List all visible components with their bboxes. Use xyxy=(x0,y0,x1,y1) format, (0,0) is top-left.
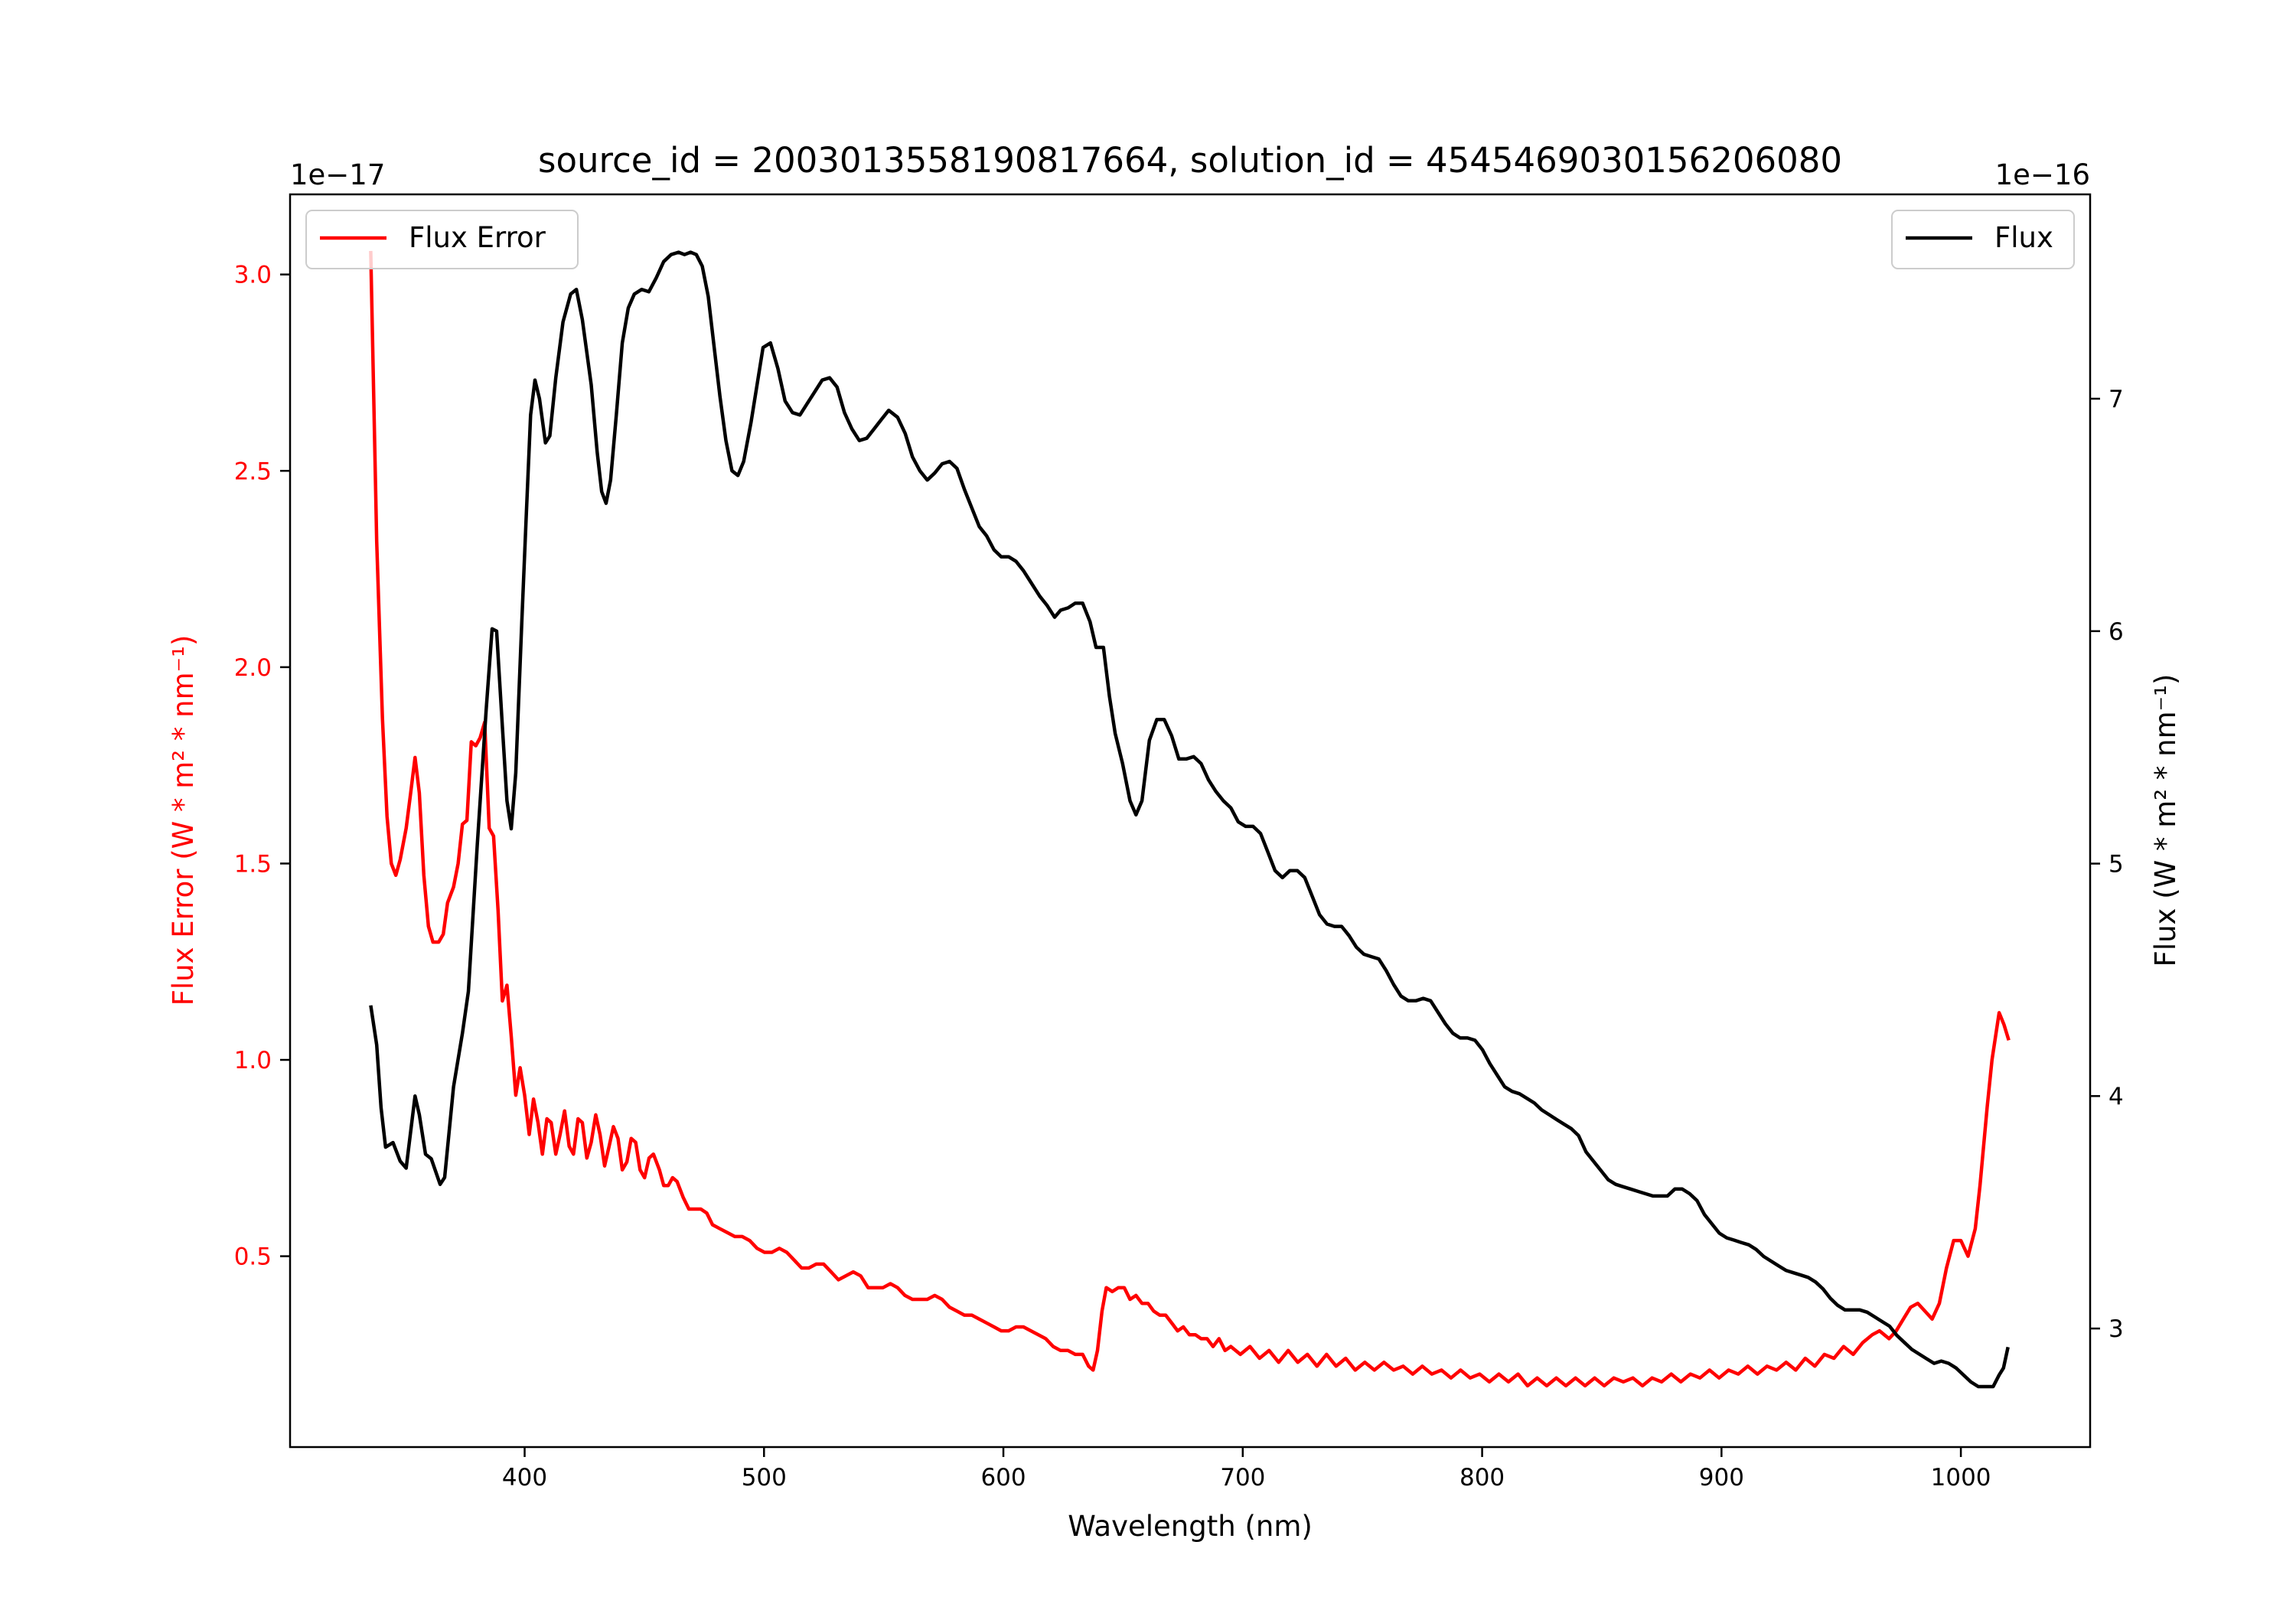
right-tick-label: 5 xyxy=(2108,851,2124,878)
x-tick-label: 800 xyxy=(1459,1464,1505,1491)
flux-line xyxy=(369,250,2010,1389)
x-tick-label: 500 xyxy=(742,1464,787,1491)
ticks-layer: 400 500 600 700 800 900 1000 0.5 1.0 1.5 2.0 2.5 3.0… xyxy=(234,262,2124,1491)
flux-error-line xyxy=(369,250,2011,1388)
x-axis-label: Wavelength (nm) xyxy=(1068,1510,1313,1543)
chart-title: source_id = 2003013558190817664, solutio… xyxy=(538,140,1842,181)
legend-flux-error-label: Flux Error xyxy=(409,221,546,254)
legend-flux-error: Flux Error xyxy=(305,210,579,269)
left-tick-label: 3.0 xyxy=(234,262,272,289)
right-axis-label: Flux (W * m² * nm⁻¹) xyxy=(2149,674,2182,967)
x-tick-label: 1000 xyxy=(1931,1464,1991,1491)
left-tick-label: 2.5 xyxy=(234,458,272,485)
left-axis-label: Flux Error (W * m² * nm⁻¹) xyxy=(167,635,200,1006)
legend-flux-label: Flux xyxy=(1994,221,2053,254)
left-tick-label: 1.0 xyxy=(234,1047,272,1074)
left-tick-label: 1.5 xyxy=(234,850,272,878)
left-tick-label: 0.5 xyxy=(234,1244,272,1271)
left-tick-label: 2.0 xyxy=(234,654,272,682)
plot-frame xyxy=(289,193,2092,1449)
right-tick-label: 7 xyxy=(2108,386,2124,413)
x-tick-label: 600 xyxy=(980,1464,1026,1491)
right-offset-label: 1e−16 xyxy=(1995,158,2090,191)
x-tick-label: 700 xyxy=(1220,1464,1265,1491)
series-layer xyxy=(369,250,2011,1389)
x-tick-label: 400 xyxy=(502,1464,547,1491)
right-tick-label: 4 xyxy=(2108,1083,2124,1110)
left-offset-label: 1e−17 xyxy=(290,158,385,191)
legend-flux: Flux xyxy=(1891,210,2075,269)
x-tick-label: 900 xyxy=(1699,1464,1744,1491)
right-tick-label: 3 xyxy=(2108,1315,2124,1343)
right-tick-label: 6 xyxy=(2108,618,2124,646)
